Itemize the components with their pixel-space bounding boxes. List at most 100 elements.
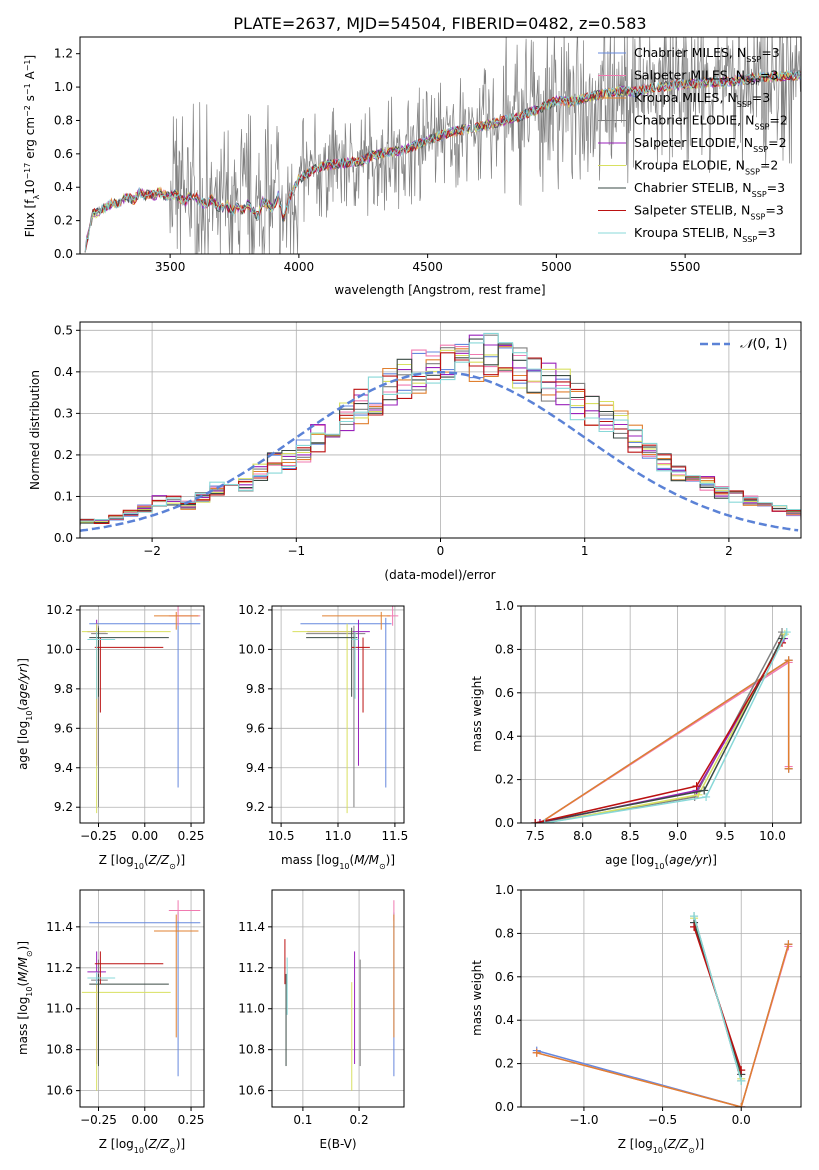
y-tick-label: 10.8: [46, 1043, 73, 1057]
massweight-point: [535, 819, 544, 823]
panel-mass_vs_Z: −0.25 0.00 0.25 10.6 10.8 11.0 11.2 11.4 Z [log1…: [16, 889, 205, 1155]
x-tick-label: 4500: [412, 260, 443, 274]
panel-massweight_vs_age: 7.5 8.0 8.5 9.0 9.5 10.0 0.0 0.2 0.4 0.6 0.8 1.0 age…: [470, 599, 802, 871]
x-tick-label: 11.0: [325, 829, 352, 843]
y-tick-label: 0.0: [495, 816, 514, 830]
plot-area-massweight_vs_age: [531, 628, 793, 823]
x-tick-label: −0.5: [648, 1113, 677, 1127]
x-tick-label: 10.5: [268, 829, 295, 843]
histogram-step: [80, 332, 801, 525]
y-tick-label: 0.3: [54, 406, 73, 420]
axes-frame: [520, 605, 802, 824]
y-tick-label: 10.6: [46, 1084, 73, 1098]
y-tick-label: 1.0: [54, 80, 73, 94]
plot-area-age_vs_Z: [81, 606, 201, 814]
axes-frame: [79, 321, 802, 539]
y-tick-label: 0.8: [54, 113, 73, 127]
y-tick-label: 10.8: [238, 1043, 265, 1057]
y-tick-label: 9.4: [54, 761, 73, 775]
x-axis-label: mass [log10(M/M⊙)]: [281, 853, 395, 871]
x-tick-label: −0.25: [80, 829, 117, 843]
massweight-point: [540, 819, 549, 823]
legend-label: Kroupa MILES, NSSP=3: [634, 90, 770, 109]
x-tick-label: 0: [437, 544, 445, 558]
y-tick-label: 0.5: [54, 323, 73, 337]
y-axis-label: mass weight: [470, 960, 484, 1036]
plot-area-residuals: [80, 332, 801, 532]
axes-frame: [271, 605, 405, 824]
y-tick-label: 0.0: [495, 1100, 514, 1114]
plot-area-massweight_vs_Z: [532, 912, 793, 1107]
massweight-point: [690, 912, 699, 921]
y-tick-label: 11.4: [46, 920, 73, 934]
figure-title: PLATE=2637, MJD=54504, FIBERID=0482, z=0…: [233, 14, 646, 33]
plot-area-spectrum: [84, 37, 801, 254]
axes-frame: [79, 605, 205, 824]
x-tick-label: 0.25: [178, 829, 205, 843]
x-tick-label: 0.2: [350, 1113, 369, 1127]
massweight-point: [784, 940, 793, 949]
legend-label: Kroupa STELIB, NSSP=3: [634, 225, 776, 244]
gaussian-curve: [80, 371, 799, 532]
x-axis-label: Z [log10(Z/Z⊙)]: [618, 1137, 704, 1155]
y-tick-label: 0.0: [54, 247, 73, 261]
x-tick-label: 10.0: [759, 829, 786, 843]
x-tick-label: 4000: [284, 260, 315, 274]
x-axis-label: Z [log10(Z/Z⊙)]: [99, 1137, 185, 1155]
massweight-point: [784, 764, 793, 773]
y-tick-label: 10.0: [238, 642, 265, 656]
massweight-point: [531, 819, 540, 823]
axes-frame: [79, 36, 802, 255]
x-tick-label: 11.5: [382, 829, 409, 843]
massweight-point: [702, 792, 711, 801]
y-tick-label: 0.4: [54, 365, 73, 379]
plot-area-age_vs_mass: [292, 606, 399, 814]
y-tick-label: 1.0: [495, 599, 514, 613]
massweight-line: [535, 642, 783, 823]
x-tick-label: 0.25: [178, 1113, 205, 1127]
y-tick-label: 0.8: [495, 642, 514, 656]
y-tick-label: 10.6: [238, 1084, 265, 1098]
x-tick-label: 9.5: [716, 829, 735, 843]
x-tick-label: 0.0: [732, 1113, 751, 1127]
plot-area-mass_vs_Z: [81, 900, 201, 1091]
x-axis-label: (data-model)/error: [384, 568, 495, 582]
x-tick-label: −1.0: [569, 1113, 598, 1127]
y-axis-label: Flux [fλ10−17 erg cm−2 s−1 A−1]: [23, 55, 41, 237]
massweight-point: [784, 656, 793, 665]
y-tick-label: 0.4: [495, 1013, 514, 1027]
massweight-point: [737, 1103, 746, 1107]
y-tick-label: 0.0: [54, 531, 73, 545]
spectrum-model-line: [84, 71, 801, 253]
x-tick-label: 2: [725, 544, 733, 558]
y-tick-label: 9.6: [246, 721, 265, 735]
y-tick-label: 9.6: [54, 721, 73, 735]
y-tick-label: 0.6: [54, 147, 73, 161]
y-tick-label: 0.1: [54, 489, 73, 503]
y-tick-label: 0.8: [495, 926, 514, 940]
y-tick-label: 0.4: [54, 180, 73, 194]
y-tick-label: 10.2: [46, 603, 73, 617]
y-tick-label: 0.2: [54, 214, 73, 228]
y-tick-label: 10.2: [238, 603, 265, 617]
plot-area-mass_vs_EBV: [284, 900, 395, 1091]
y-tick-label: 10.0: [46, 642, 73, 656]
y-tick-label: 0.2: [54, 448, 73, 462]
y-tick-label: 0.2: [495, 773, 514, 787]
histogram-step: [80, 338, 801, 525]
y-tick-label: 9.4: [246, 761, 265, 775]
legend-label: Chabrier ELODIE, NSSP=2: [634, 113, 788, 132]
axes-frame: [271, 889, 405, 1108]
x-tick-label: 9.0: [668, 829, 687, 843]
y-axis-label: Normed distribution: [28, 370, 42, 490]
legend-label: Chabrier STELIB, NSSP=3: [634, 180, 785, 199]
massweight-line: [693, 915, 742, 1082]
legend-label: Chabrier MILES, NSSP=3: [634, 45, 780, 64]
x-tick-label: 8.5: [621, 829, 640, 843]
x-tick-label: 0.1: [293, 1113, 312, 1127]
x-tick-label: 1: [581, 544, 589, 558]
y-tick-label: 0.2: [495, 1057, 514, 1071]
panel-residuals: −2 −1 0 1 2 0.0 0.1 0.2 0.3 0.4 0.5 𝒩(0, 1) (data-mo…: [28, 321, 802, 582]
y-tick-label: 11.0: [46, 1002, 73, 1016]
massweight-line: [544, 631, 788, 823]
